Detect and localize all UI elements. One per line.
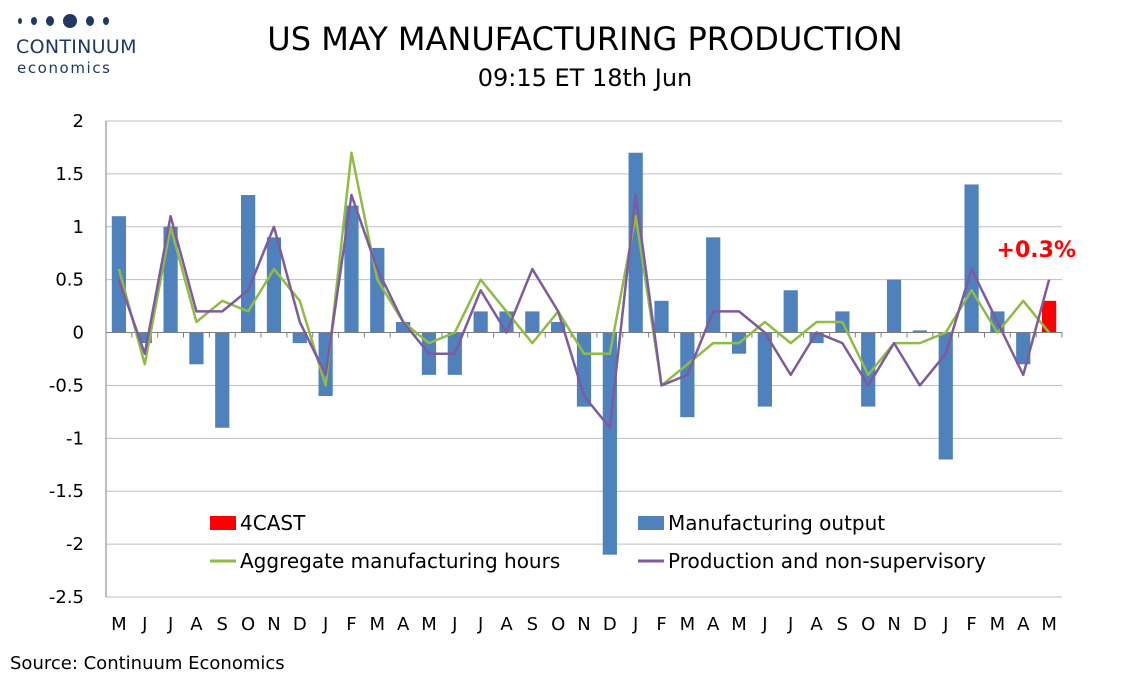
output-bar (215, 332, 230, 428)
output-bar (757, 332, 772, 407)
legend-entry: Production and non-supervisory (668, 549, 986, 573)
x-tick-label: J (477, 614, 483, 635)
x-tick-label: F (966, 614, 976, 635)
output-bar (861, 332, 876, 407)
x-tick-label: J (167, 614, 173, 635)
x-tick-label: O (861, 614, 875, 635)
x-tick-label: F (346, 614, 356, 635)
x-tick-label: A (1017, 614, 1030, 635)
forecast-bar (1041, 300, 1057, 333)
output-bar (241, 195, 256, 333)
x-tick-label: M (731, 614, 747, 635)
y-tick-label: -2 (66, 534, 84, 555)
x-tick-label: J (761, 614, 767, 635)
x-tick-label: J (451, 614, 457, 635)
x-tick-label: M (990, 614, 1006, 635)
production-line (117, 193, 1051, 430)
chart-subtitle: 09:15 ET 18th Jun (477, 64, 693, 92)
x-tick-label: S (527, 614, 538, 635)
logo: CONTINUUM economics (10, 12, 140, 80)
forecast-annotation: +0.3% (997, 238, 1076, 263)
output-bar (783, 290, 798, 333)
x-tick-label: N (887, 614, 900, 635)
output-bar (266, 237, 282, 333)
x-tick-label: S (217, 614, 228, 635)
output-bar (886, 279, 902, 333)
output-bar (602, 332, 617, 555)
output-bar (344, 205, 359, 333)
x-tick-label: M (370, 614, 386, 635)
x-tick-label: J (141, 614, 147, 635)
y-tick-label: 1.5 (55, 164, 84, 185)
output-bar (938, 332, 953, 460)
x-tick-label: N (267, 614, 280, 635)
legend-entry: Manufacturing output (668, 511, 885, 535)
logo-dots-icon (18, 14, 109, 28)
legend-entry: Aggregate manufacturing hours (240, 549, 560, 573)
x-tick-label: M (111, 614, 127, 635)
output-bar (809, 332, 824, 344)
output-bar (912, 330, 927, 333)
x-tick-label: D (913, 614, 927, 635)
x-tick-label: A (810, 614, 823, 635)
x-tick-label: F (656, 614, 666, 635)
y-tick-label: 0.5 (55, 270, 84, 291)
legend-swatch (638, 516, 664, 530)
output-bar (473, 311, 488, 333)
output-bar (654, 300, 669, 333)
x-tick-label: D (293, 614, 307, 635)
logo-subtitle: economics (17, 59, 112, 77)
x-tick-label: O (551, 614, 565, 635)
y-tick-label: 1 (73, 217, 84, 238)
output-bar (1016, 332, 1031, 365)
x-tick-label: J (942, 614, 948, 635)
output-bar (628, 152, 643, 333)
x-tick-label: S (837, 614, 848, 635)
x-tick-label: A (397, 614, 410, 635)
logo-wordmark: CONTINUUM (16, 36, 137, 58)
legend-swatch (210, 516, 236, 530)
x-tick-label: M (1041, 614, 1057, 635)
output-bar (189, 332, 204, 365)
output-bar (111, 216, 127, 333)
y-tick-label: -1 (66, 428, 84, 449)
y-tick-label: 2 (73, 111, 84, 132)
x-tick-label: J (322, 614, 328, 635)
x-tick-label: A (190, 614, 203, 635)
x-tick-label: A (707, 614, 720, 635)
x-tick-label: O (241, 614, 255, 635)
x-tick-label: D (603, 614, 617, 635)
y-tick-label: -0.5 (49, 375, 84, 396)
output-bar (292, 332, 307, 344)
y-tick-label: -1.5 (49, 481, 84, 502)
x-tick-label: M (680, 614, 696, 635)
output-bar (706, 237, 721, 333)
source-note: Source: Continuum Economics (10, 653, 285, 674)
x-tick-label: M (421, 614, 437, 635)
legend-entry: 4CAST (240, 511, 306, 535)
y-tick-label: -2.5 (49, 587, 84, 608)
x-tick-label: J (632, 614, 638, 635)
x-tick-label: A (500, 614, 513, 635)
x-tick-label: J (787, 614, 793, 635)
chart-title: US MAY MANUFACTURING PRODUCTION (267, 20, 903, 58)
output-bar (964, 184, 979, 333)
output-bar (551, 321, 566, 333)
output-bar (525, 311, 540, 333)
output-bar (163, 226, 178, 333)
x-tick-label: N (577, 614, 590, 635)
y-tick-label: 0 (73, 323, 84, 344)
output-bar (396, 321, 411, 333)
output-bar (137, 332, 152, 344)
output-bar (370, 247, 385, 333)
